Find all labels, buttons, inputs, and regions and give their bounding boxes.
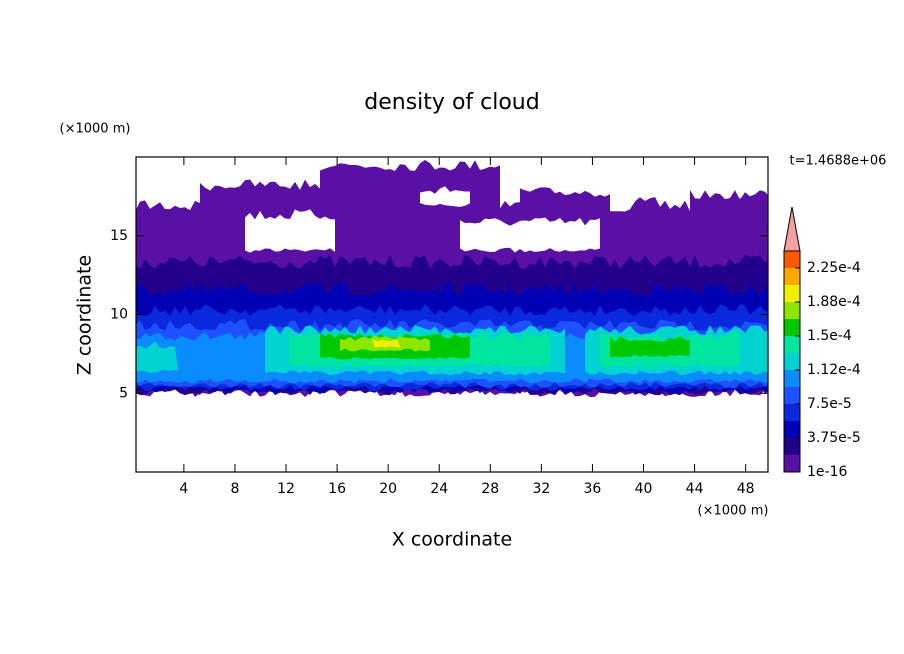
contour-region <box>610 336 690 358</box>
contour-region <box>460 217 600 253</box>
colorbar-frame <box>783 250 801 473</box>
colorbar-band <box>784 421 800 438</box>
colorbar-tick-label: 1.12e-4 <box>807 362 861 378</box>
x-tick-label: 32 <box>532 481 550 497</box>
colorbar-band <box>784 455 800 472</box>
contour-region <box>136 341 178 373</box>
y-tick-label: 15 <box>110 228 128 244</box>
x-tick-label: 28 <box>481 481 499 497</box>
x-tick-label: 12 <box>277 481 295 497</box>
colorbar-band <box>784 268 800 285</box>
colorbar-tick-label: 1.88e-4 <box>807 294 861 310</box>
colorbar-tick-label: 2.25e-4 <box>807 260 861 276</box>
x-tick-label: 24 <box>430 481 448 497</box>
annotation: t=1.4688e+06 <box>790 154 887 169</box>
x-axis-label: X coordinate <box>392 529 512 551</box>
x-tick-label: 16 <box>328 481 346 497</box>
colorbar-band <box>784 319 800 336</box>
y-axis-label: Z coordinate <box>74 255 96 375</box>
y-unit: (×1000 m) <box>60 122 131 137</box>
x-tick-label: 8 <box>230 481 239 497</box>
colorbar-band <box>784 387 800 404</box>
colorbar-tick-label: 3.75e-5 <box>807 430 861 446</box>
contour-region <box>372 339 400 348</box>
contour-region <box>245 209 335 253</box>
colorbar-band <box>784 353 800 370</box>
contour-region <box>420 186 470 207</box>
contour-field <box>136 160 768 397</box>
x-tick-label: 44 <box>686 481 704 497</box>
colorbar-band <box>784 370 800 387</box>
colorbar-tick-label: 1.5e-4 <box>807 328 852 344</box>
colorbar-band <box>784 404 800 421</box>
colorbar-band <box>784 251 800 268</box>
colorbar-extend <box>783 206 801 252</box>
colorbar-band <box>784 285 800 302</box>
x-tick-label: 48 <box>737 481 755 497</box>
colorbar-band <box>784 302 800 319</box>
colorbar-tick-label: 7.5e-5 <box>807 396 852 412</box>
x-tick-label: 40 <box>635 481 653 497</box>
x-tick-label: 36 <box>584 481 602 497</box>
colorbar-band <box>784 438 800 455</box>
contour-region <box>320 160 500 218</box>
x-unit: (×1000 m) <box>698 504 769 519</box>
contour-region <box>690 190 768 233</box>
colorbar-band <box>784 336 800 353</box>
y-tick-label: 5 <box>119 385 128 401</box>
x-tick-label: 20 <box>379 481 397 497</box>
contour-region <box>520 187 610 227</box>
x-tick-label: 4 <box>179 481 188 497</box>
colorbar-tick-label: 1e-16 <box>807 464 847 480</box>
chart-title: density of cloud <box>364 90 539 115</box>
y-tick-label: 10 <box>110 307 128 323</box>
